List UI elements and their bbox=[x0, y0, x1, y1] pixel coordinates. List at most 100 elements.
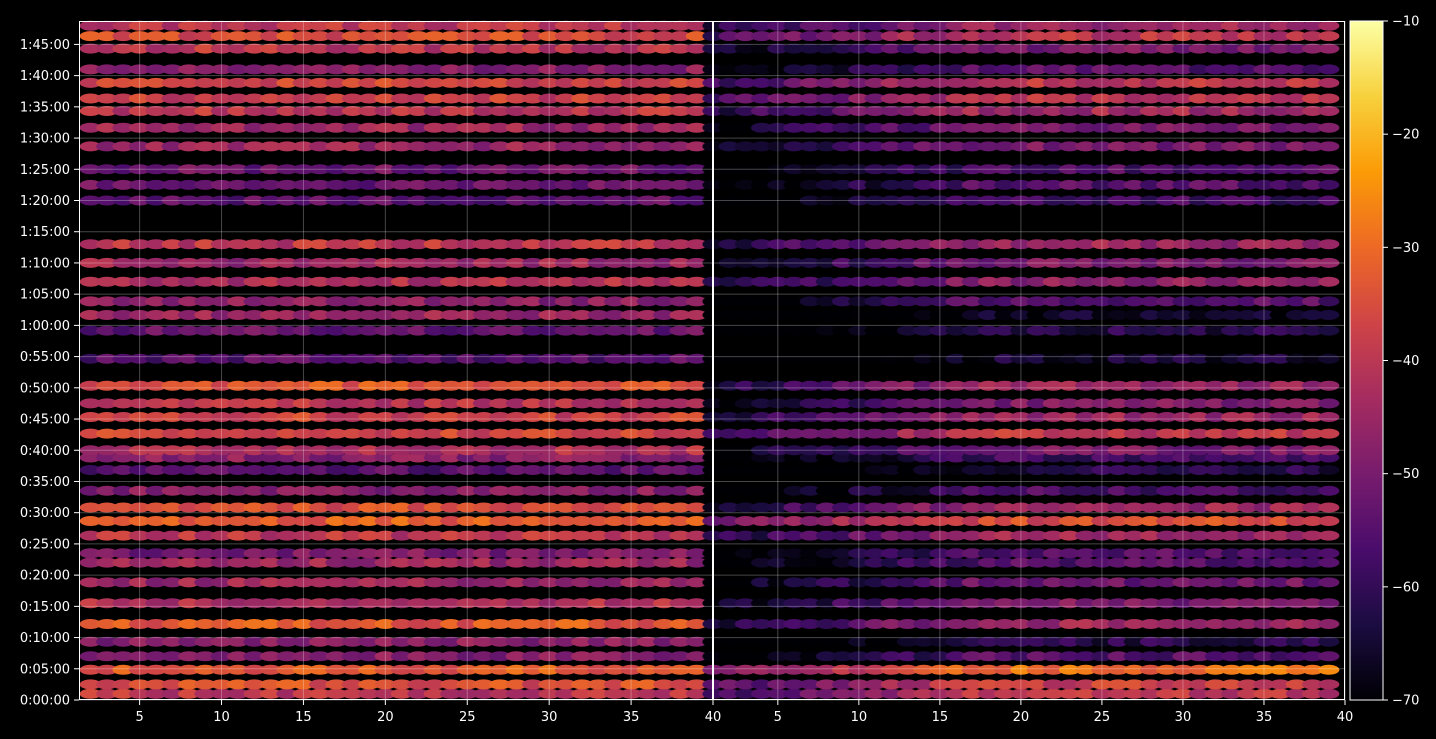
heat-cell bbox=[210, 679, 233, 690]
heat-cell bbox=[751, 688, 773, 699]
heat-cell bbox=[145, 502, 167, 513]
heat-cell bbox=[341, 380, 364, 391]
heat-cell bbox=[161, 548, 184, 559]
x-tick-label: 20 bbox=[1013, 710, 1030, 725]
heat-cell bbox=[1318, 276, 1340, 287]
heat-cell bbox=[161, 502, 184, 513]
heat-cell bbox=[669, 43, 691, 54]
heat-cell bbox=[815, 64, 838, 75]
heat-cell bbox=[227, 577, 249, 588]
heat-cell bbox=[1172, 398, 1194, 409]
heat-cell bbox=[1091, 688, 1113, 699]
heat-cell bbox=[390, 679, 413, 690]
heat-cell bbox=[783, 325, 805, 336]
heat-cell bbox=[472, 43, 495, 54]
heat-cell bbox=[832, 502, 854, 513]
heat-cell bbox=[194, 77, 216, 88]
heat-cell bbox=[1318, 310, 1340, 320]
heat-cell bbox=[472, 412, 495, 422]
heat-cell bbox=[472, 179, 495, 190]
heat-cell bbox=[848, 502, 870, 513]
heat-cell bbox=[977, 276, 1000, 287]
heat-cell bbox=[194, 106, 216, 116]
heat-cell bbox=[145, 310, 167, 320]
heat-cell bbox=[259, 276, 282, 287]
heat-cell bbox=[1058, 557, 1081, 568]
heat-cell bbox=[309, 93, 331, 104]
heat-cell bbox=[1042, 485, 1064, 496]
heat-cell bbox=[620, 179, 642, 190]
heat-cell bbox=[815, 651, 838, 662]
heat-cell bbox=[1107, 296, 1129, 307]
heat-cell bbox=[929, 485, 951, 496]
heat-cell bbox=[1026, 20, 1048, 31]
heat-cell bbox=[1123, 164, 1145, 175]
heat-cell bbox=[325, 64, 348, 75]
heat-cell bbox=[1075, 310, 1097, 320]
heat-cell bbox=[571, 577, 593, 588]
heat-cell bbox=[636, 20, 659, 31]
heat-cell bbox=[751, 195, 773, 206]
heat-cell bbox=[603, 310, 626, 320]
heat-cell bbox=[1010, 577, 1032, 588]
heat-cell bbox=[977, 398, 1000, 409]
heat-cell bbox=[669, 598, 691, 609]
heat-cell bbox=[685, 651, 708, 662]
heat-cell bbox=[1042, 20, 1064, 31]
heat-cell bbox=[472, 296, 495, 307]
heat-cell bbox=[505, 179, 528, 190]
heat-cell bbox=[259, 428, 282, 439]
heat-cell bbox=[309, 688, 331, 699]
heat-cell bbox=[620, 428, 642, 439]
heat-cell bbox=[1156, 77, 1178, 88]
heat-cell bbox=[472, 557, 495, 568]
heat-cell bbox=[896, 106, 919, 116]
heat-cell bbox=[423, 43, 446, 54]
heat-cell bbox=[864, 619, 886, 629]
heat-cell bbox=[1237, 43, 1259, 54]
heat-cell bbox=[1091, 530, 1113, 541]
heat-cell bbox=[112, 636, 134, 647]
heat-cell bbox=[1221, 296, 1243, 307]
heat-cell bbox=[718, 548, 740, 559]
heat-cell bbox=[864, 548, 886, 559]
heat-cell bbox=[718, 257, 740, 268]
heat-cell bbox=[961, 122, 983, 133]
heat-cell bbox=[1237, 445, 1259, 456]
heat-cell bbox=[1156, 412, 1178, 422]
heat-cell bbox=[718, 276, 740, 287]
heat-cell bbox=[276, 664, 298, 675]
heat-cell bbox=[1107, 31, 1129, 42]
heat-cell bbox=[374, 548, 397, 559]
heat-cell bbox=[571, 179, 593, 190]
heat-cell bbox=[374, 239, 397, 250]
heat-cell bbox=[1156, 195, 1178, 206]
heat-cell bbox=[178, 412, 200, 422]
heat-cell bbox=[587, 325, 610, 336]
heat-cell bbox=[929, 577, 951, 588]
heat-cell bbox=[112, 651, 134, 662]
heat-cell bbox=[945, 43, 967, 54]
x-tick-label: 35 bbox=[1256, 710, 1273, 725]
heat-cell bbox=[1042, 325, 1064, 336]
heat-cell bbox=[799, 679, 821, 690]
heat-cell bbox=[227, 93, 249, 104]
heat-cell bbox=[1188, 636, 1210, 647]
heat-cell bbox=[472, 353, 495, 364]
heat-cell bbox=[653, 106, 675, 116]
heat-cell bbox=[96, 239, 118, 250]
heat-cell bbox=[505, 557, 528, 568]
heat-cell bbox=[1204, 688, 1226, 699]
heat-cell bbox=[880, 664, 902, 675]
heat-cell bbox=[472, 530, 495, 541]
heat-cell bbox=[145, 636, 167, 647]
heat-cell bbox=[913, 502, 935, 513]
heat-cell bbox=[522, 93, 544, 104]
heat-cell bbox=[1156, 64, 1178, 75]
heat-cell bbox=[864, 651, 886, 662]
heat-cell bbox=[1204, 548, 1226, 559]
heat-cell bbox=[1302, 325, 1324, 336]
heat-cell bbox=[374, 64, 397, 75]
heat-cell bbox=[1075, 164, 1097, 175]
heat-cell bbox=[161, 179, 184, 190]
